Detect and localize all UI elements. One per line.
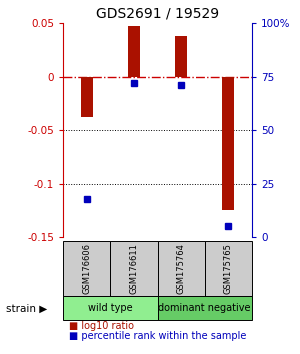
Bar <box>63 296 158 320</box>
Text: wild type: wild type <box>88 303 133 313</box>
Bar <box>128 26 140 76</box>
Text: GSM176611: GSM176611 <box>129 243 138 293</box>
Bar <box>158 296 252 320</box>
Bar <box>223 76 234 210</box>
Text: ■ percentile rank within the sample: ■ percentile rank within the sample <box>69 331 246 341</box>
Text: GSM175765: GSM175765 <box>224 243 233 293</box>
Bar <box>63 241 110 296</box>
Text: ■ log10 ratio: ■ log10 ratio <box>69 321 134 331</box>
Title: GDS2691 / 19529: GDS2691 / 19529 <box>96 6 219 21</box>
Text: GSM175764: GSM175764 <box>177 243 186 293</box>
Bar <box>175 36 187 76</box>
Text: GSM176606: GSM176606 <box>82 242 91 294</box>
Bar <box>110 241 158 296</box>
Bar <box>81 76 92 117</box>
Text: dominant negative: dominant negative <box>158 303 251 313</box>
Bar <box>158 241 205 296</box>
Text: strain ▶: strain ▶ <box>6 303 47 313</box>
Bar <box>205 241 252 296</box>
